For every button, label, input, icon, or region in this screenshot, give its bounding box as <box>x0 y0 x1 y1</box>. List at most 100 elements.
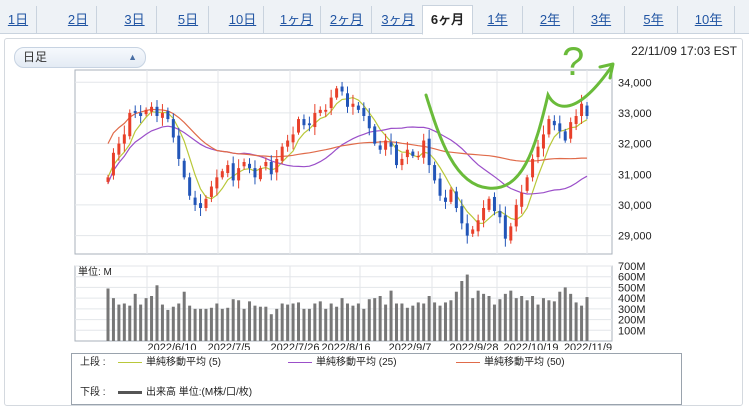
volume-bar <box>280 303 284 341</box>
candle-body <box>150 106 154 112</box>
legend-upper-row: 上段 : 単純移動平均 (5) 単純移動平均 (25) 単純移動平均 (50) <box>72 356 681 370</box>
candle-body <box>547 119 551 135</box>
chart-legend: 上段 : 単純移動平均 (5) 単純移動平均 (25) 単純移動平均 (50) … <box>71 353 682 405</box>
volume-bar <box>340 298 344 341</box>
volume-bar <box>427 296 431 341</box>
candle-body <box>471 229 475 234</box>
date-tick-label: 2022/9/7 <box>389 342 432 350</box>
date-tick-label: 2022/8/16 <box>322 342 371 350</box>
select-arrows-icon: ▲ <box>128 52 137 62</box>
date-tick-label: 2022/7/26 <box>271 342 320 350</box>
candle-body <box>286 140 290 147</box>
tab-13[interactable]: 5年 <box>630 6 678 34</box>
stock-chart: 29,000 30,000 31,000 32,000 33,000 34,000 ? 1… <box>74 40 652 350</box>
volume-bar <box>226 307 230 341</box>
candle-period-select[interactable]: 日足 ▲ <box>14 47 146 68</box>
tab-3[interactable]: 3日 <box>113 6 157 34</box>
tab-9[interactable]: 6ヶ月 <box>422 5 473 35</box>
volume-bar <box>471 298 475 341</box>
volume-bar <box>242 308 246 341</box>
volume-bar <box>367 299 371 341</box>
volume-bar <box>160 304 164 341</box>
volume-bar <box>139 304 143 341</box>
candle-body <box>405 149 409 158</box>
tab-6[interactable]: 1ヶ月 <box>273 6 321 34</box>
volume-unit-label: 単位: M <box>78 265 112 278</box>
candle-body <box>313 112 317 128</box>
price-tick-label: 31,000 <box>618 169 652 181</box>
volume-bar <box>106 288 110 341</box>
volume-bar <box>378 296 382 341</box>
candle-body <box>569 122 573 139</box>
tab-4[interactable]: 5日 <box>168 6 209 34</box>
volume-bar <box>307 308 311 341</box>
price-tick-label: 34,000 <box>618 77 652 89</box>
volume-tick-label: 700M <box>618 261 646 273</box>
tab-1[interactable]: 1日 <box>0 6 37 34</box>
volume-bar <box>346 303 349 341</box>
volume-tick-label: 600M <box>618 272 646 284</box>
volume-tick-label: 300M <box>618 304 646 316</box>
candle-body <box>133 111 137 113</box>
candle-body <box>231 163 235 181</box>
tab-2[interactable]: 2日 <box>60 6 97 34</box>
candle-body <box>367 116 371 129</box>
volume-bar <box>258 306 262 341</box>
legend-lower-row: 下段 : 出来高 単位:(M株/口/枚) <box>72 386 681 400</box>
candle-body <box>503 215 507 239</box>
legend-ma25: 単純移動平均 (25) <box>288 356 397 370</box>
tab-14[interactable]: 10年 <box>683 6 735 34</box>
candle-body <box>258 168 262 180</box>
volume-bar <box>362 308 366 341</box>
candle-body <box>520 192 524 207</box>
candle-body <box>237 168 241 181</box>
volume-bar <box>509 290 513 341</box>
volume-bar <box>433 302 437 341</box>
candle-body <box>416 155 420 158</box>
volume-bar <box>514 298 518 341</box>
legend-ma25-label: 単純移動平均 (25) <box>316 357 397 368</box>
volume-bar <box>476 290 480 341</box>
volume-bar <box>460 281 464 341</box>
volume-bar <box>297 302 301 341</box>
candle-body <box>122 134 126 144</box>
volume-bar <box>574 302 578 341</box>
candle-body <box>144 109 148 115</box>
volume-bar <box>438 305 442 341</box>
candle-body <box>340 86 344 92</box>
volume-tick-label: 400M <box>618 293 646 305</box>
volume-bar <box>237 300 241 341</box>
tab-10[interactable]: 1年 <box>473 6 523 34</box>
legend-upper-label: 上段 : <box>80 357 106 368</box>
volume-bar <box>122 303 126 341</box>
volume-bar <box>133 293 137 341</box>
volume-bar <box>318 301 322 341</box>
tab-7[interactable]: 2ヶ月 <box>322 6 372 34</box>
candle-body <box>433 165 437 181</box>
candle-body <box>177 135 181 159</box>
volume-tick-label: 100M <box>618 325 646 337</box>
ma25-swatch-icon <box>288 361 312 363</box>
volume-bar <box>220 308 224 341</box>
tab-12[interactable]: 3年 <box>578 6 625 34</box>
candle-body <box>346 93 349 107</box>
candle-body <box>275 158 279 173</box>
tab-5[interactable]: 10日 <box>222 6 264 34</box>
volume-bar <box>264 306 268 341</box>
volume-bar <box>580 305 584 341</box>
volume-bar <box>416 302 420 341</box>
volume-bar <box>324 308 328 341</box>
volume-bar <box>204 308 208 341</box>
volume-bar <box>291 303 295 341</box>
volume-bar <box>209 307 213 341</box>
volume-bar <box>394 303 398 341</box>
volume-bar <box>563 287 567 341</box>
candle-body <box>226 165 230 174</box>
candle-body <box>400 158 404 166</box>
tab-11[interactable]: 2年 <box>527 6 574 34</box>
candle-body <box>465 223 469 236</box>
candle-body <box>302 119 306 126</box>
candle-body <box>438 178 442 196</box>
volume-bar <box>552 301 556 341</box>
candle-body <box>307 123 311 126</box>
